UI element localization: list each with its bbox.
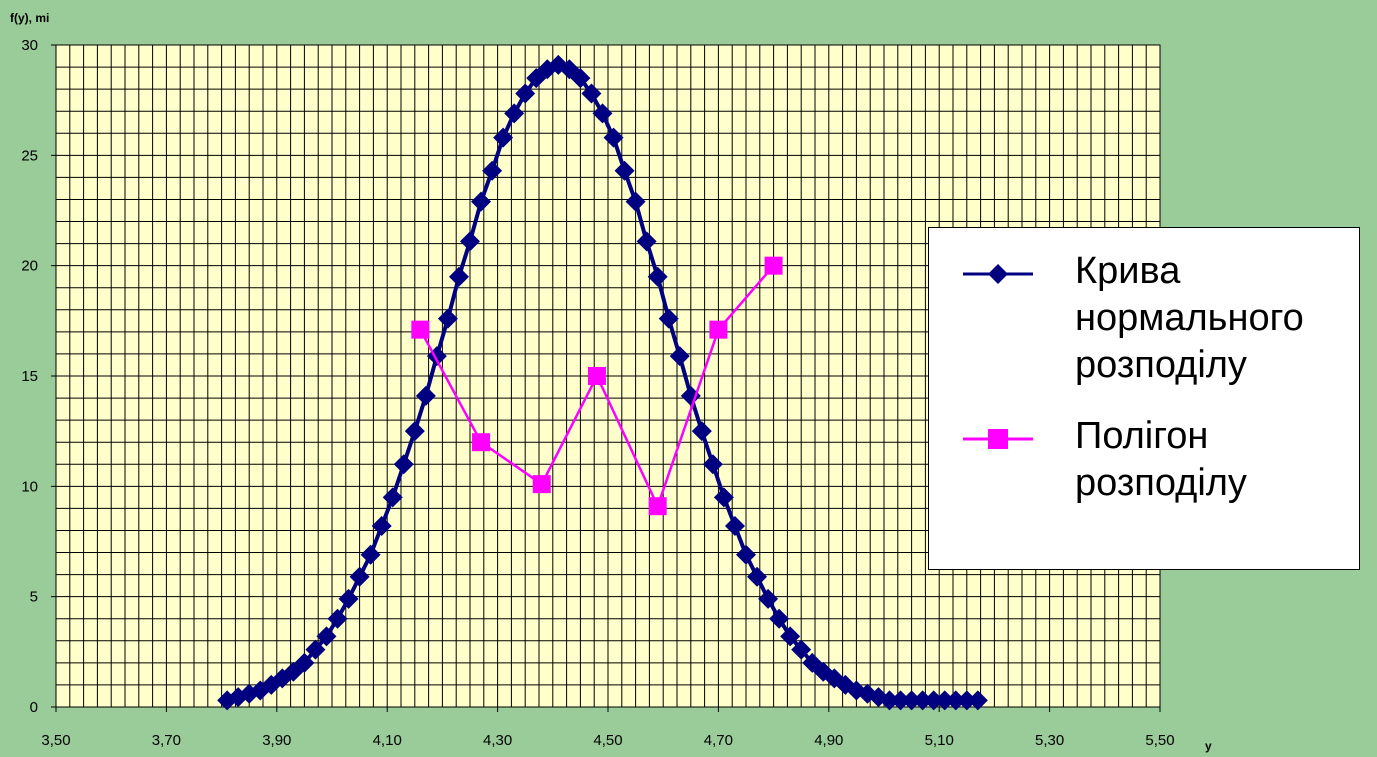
normal-curve-point — [570, 68, 591, 89]
normal-curve-point — [393, 454, 414, 475]
y-tick-label: 25 — [21, 147, 38, 164]
normal-curve-point — [702, 454, 723, 475]
normal-curve-point — [581, 83, 602, 104]
normal-curve-point — [956, 690, 977, 711]
normal-curve-point — [791, 639, 812, 660]
normal-curve-point — [305, 639, 326, 660]
normal-curve-point — [890, 690, 911, 711]
normal-curve-point — [614, 160, 635, 181]
x-tick-label: 5,30 — [1035, 732, 1064, 749]
y-axis-title: f(y), mi — [10, 11, 49, 25]
x-tick-label: 3,90 — [262, 732, 291, 749]
normal-curve-point — [515, 83, 536, 104]
x-tick-label: 4,10 — [373, 732, 402, 749]
x-tick-label: 3,70 — [152, 732, 181, 749]
normal-curve-point — [934, 690, 955, 711]
normal-curve-point — [316, 626, 337, 647]
normal-curve-point — [482, 160, 503, 181]
normal-curve-point — [625, 191, 646, 212]
normal-curve-point — [592, 103, 613, 124]
normal-curve-point — [603, 127, 624, 148]
normal-curve-point — [460, 231, 480, 252]
normal-curve-point — [747, 566, 768, 587]
normal-curve-point — [415, 385, 436, 406]
polygon-point — [532, 475, 551, 494]
normal-curve-point — [923, 690, 944, 711]
normal-curve-point — [537, 59, 558, 80]
normal-curve-point — [349, 566, 370, 587]
normal-curve-point — [967, 690, 988, 711]
normal-curve-point — [239, 683, 260, 704]
normal-curve-point — [404, 421, 425, 442]
normal-curve-point — [448, 266, 469, 287]
legend-label-polygon: Полігон розподілу — [1075, 415, 1247, 504]
polygon-point — [411, 320, 430, 339]
normal-curve-point — [437, 308, 458, 329]
normal-curve-point — [691, 421, 712, 442]
normal-curve-point — [360, 544, 381, 565]
normal-curve-point — [493, 127, 514, 148]
x-axis: 3,50 3,70 3,90 4,10 4,30 4,50 4,70 4,90 5,10 5,30… — [41, 707, 1175, 749]
normal-curve-point — [382, 487, 403, 508]
normal-curve-point — [901, 690, 922, 711]
polygon-point — [709, 320, 728, 339]
normal-curve-point — [780, 626, 801, 647]
normal-curve-point — [879, 690, 900, 711]
normal-curve-point — [658, 308, 679, 329]
normal-curve-point — [680, 385, 701, 406]
square-marker-icon — [963, 429, 1033, 449]
y-tick-label: 5 — [30, 589, 38, 606]
x-axis-title: y — [1205, 739, 1212, 753]
normal-curve-point — [713, 487, 734, 508]
x-tick-label: 4,30 — [483, 732, 512, 749]
normal-curve-point — [471, 191, 492, 212]
x-tick-label: 4,90 — [814, 732, 843, 749]
x-tick-label: 5,50 — [1145, 732, 1174, 749]
y-axis: 0 5 10 15 20 25 30 — [21, 37, 56, 716]
x-tick-label: 4,70 — [704, 732, 733, 749]
normal-curve-point — [769, 608, 790, 629]
x-tick-label: 5,10 — [925, 732, 954, 749]
polygon-point — [764, 256, 783, 275]
polygon-point — [472, 433, 491, 452]
normal-curve-point — [945, 690, 966, 711]
x-tick-label: 4,50 — [593, 732, 622, 749]
series-layer — [217, 54, 988, 711]
legend: Крива нормального розподілу Полігон розп… — [928, 227, 1360, 570]
y-tick-label: 20 — [21, 258, 38, 275]
normal-curve-point — [647, 266, 668, 287]
normal-curve-point — [912, 690, 933, 711]
normal-curve-point — [724, 516, 745, 537]
normal-curve-point — [327, 608, 348, 629]
normal-curve-point — [294, 652, 315, 673]
normal-curve-point — [338, 588, 359, 609]
polygon-point — [648, 497, 667, 516]
y-tick-label: 0 — [30, 699, 38, 716]
normal-curve-point — [669, 346, 690, 367]
y-tick-label: 15 — [21, 368, 38, 385]
diamond-marker-icon — [963, 264, 1033, 284]
normal-curve-point — [736, 544, 756, 565]
y-tick-label: 30 — [21, 37, 38, 54]
normal-curve-point — [504, 103, 525, 124]
y-tick-label: 10 — [21, 478, 38, 495]
normal-curve-point — [636, 231, 657, 252]
normal-curve-point — [371, 516, 392, 537]
normal-curve-point — [758, 588, 779, 609]
x-tick-label: 3,50 — [41, 732, 70, 749]
polygon-point — [587, 367, 606, 385]
legend-label-normal-curve: Крива нормального розподілу — [1075, 250, 1304, 386]
